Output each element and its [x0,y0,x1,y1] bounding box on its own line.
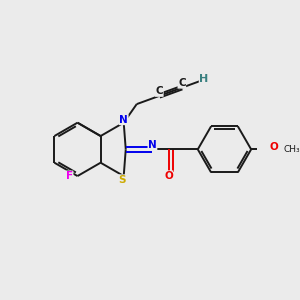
Text: N: N [119,115,128,124]
Text: C: C [178,78,186,88]
Text: S: S [119,175,126,185]
Text: O: O [269,142,278,152]
Text: N: N [148,140,157,150]
Text: C: C [155,86,163,96]
Text: H: H [199,74,208,84]
Text: CH₃: CH₃ [284,145,300,154]
Text: F: F [66,171,73,181]
Text: O: O [164,171,173,181]
